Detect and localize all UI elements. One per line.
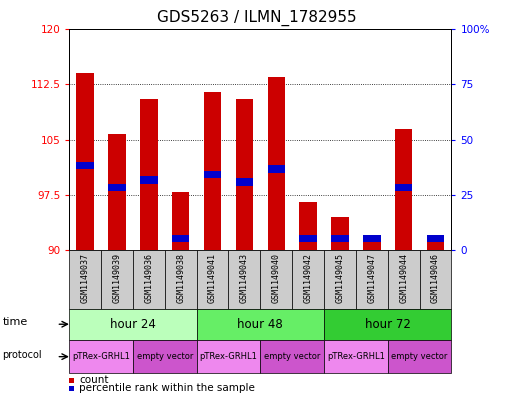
Bar: [331, 235, 349, 242]
Text: GSM1149043: GSM1149043: [240, 253, 249, 303]
Bar: [388, 340, 451, 373]
Text: GSM1149047: GSM1149047: [367, 253, 377, 303]
Text: percentile rank within the sample: percentile rank within the sample: [79, 383, 255, 393]
Bar: [300, 202, 317, 250]
Text: GSM1149039: GSM1149039: [112, 253, 122, 303]
Bar: [108, 184, 126, 191]
Text: empty vector: empty vector: [264, 352, 321, 361]
Bar: [363, 239, 381, 250]
Text: GSM1149037: GSM1149037: [81, 253, 90, 303]
Text: GSM1149042: GSM1149042: [304, 253, 312, 303]
Bar: [69, 309, 196, 340]
Bar: [331, 217, 349, 250]
Text: pTRex-GRHL1: pTRex-GRHL1: [72, 352, 130, 361]
Text: empty vector: empty vector: [136, 352, 193, 361]
Bar: [324, 340, 388, 373]
Bar: [76, 73, 94, 250]
Bar: [267, 77, 285, 250]
Bar: [235, 99, 253, 250]
Bar: [324, 250, 356, 309]
Bar: [427, 235, 444, 250]
Bar: [228, 250, 261, 309]
Bar: [204, 171, 221, 178]
Bar: [420, 250, 451, 309]
Bar: [267, 165, 285, 173]
Bar: [69, 340, 133, 373]
Text: GSM1149038: GSM1149038: [176, 253, 185, 303]
Bar: [108, 134, 126, 250]
Bar: [363, 235, 381, 242]
Bar: [395, 129, 412, 250]
Text: GSM1149044: GSM1149044: [399, 253, 408, 303]
Bar: [300, 235, 317, 242]
Text: pTRex-GRHL1: pTRex-GRHL1: [200, 352, 258, 361]
Text: GSM1149036: GSM1149036: [144, 253, 153, 303]
Bar: [204, 92, 221, 250]
Bar: [196, 340, 261, 373]
Bar: [261, 340, 324, 373]
Bar: [235, 178, 253, 186]
Bar: [140, 176, 157, 184]
Bar: [261, 250, 292, 309]
Bar: [172, 235, 189, 242]
Text: protocol: protocol: [3, 350, 42, 360]
Text: hour 48: hour 48: [238, 318, 283, 331]
Bar: [133, 340, 196, 373]
Bar: [356, 250, 388, 309]
Text: GSM1149041: GSM1149041: [208, 253, 217, 303]
Bar: [69, 250, 101, 309]
Bar: [101, 250, 133, 309]
Bar: [395, 184, 412, 191]
Bar: [133, 250, 165, 309]
Bar: [165, 250, 196, 309]
Bar: [196, 250, 228, 309]
Bar: [140, 99, 157, 250]
Text: time: time: [3, 317, 28, 327]
Text: empty vector: empty vector: [391, 352, 448, 361]
Bar: [427, 235, 444, 242]
Text: pTRex-GRHL1: pTRex-GRHL1: [327, 352, 385, 361]
Bar: [292, 250, 324, 309]
Text: count: count: [79, 375, 109, 386]
Text: GSM1149045: GSM1149045: [336, 253, 344, 303]
Text: hour 24: hour 24: [110, 318, 156, 331]
Text: GDS5263 / ILMN_1782955: GDS5263 / ILMN_1782955: [156, 10, 357, 26]
Text: GSM1149040: GSM1149040: [272, 253, 281, 303]
Bar: [388, 250, 420, 309]
Bar: [196, 309, 324, 340]
Bar: [172, 192, 189, 250]
Bar: [324, 309, 451, 340]
Bar: [76, 162, 94, 169]
Text: GSM1149046: GSM1149046: [431, 253, 440, 303]
Text: hour 72: hour 72: [365, 318, 411, 331]
